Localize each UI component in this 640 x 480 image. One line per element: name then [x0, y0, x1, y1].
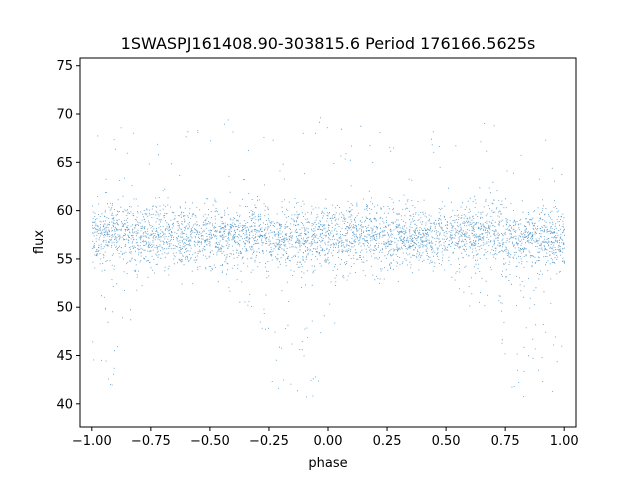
y-axis-ticks: 40 45 50 55 60 65 70 75 — [56, 59, 80, 412]
x-tick-label: 1.00 — [550, 434, 579, 449]
data-points — [91, 117, 565, 398]
y-tick-label: 50 — [56, 301, 73, 316]
y-tick-label: 45 — [56, 349, 73, 364]
x-axis-label: phase — [308, 456, 347, 471]
y-tick-label: 60 — [56, 204, 73, 219]
y-tick-label: 75 — [56, 59, 73, 74]
x-tick-label: 0.50 — [432, 434, 461, 449]
x-tick-label: −0.75 — [131, 434, 171, 449]
y-axis-label: flux — [32, 230, 47, 254]
x-tick-label: 0.00 — [314, 434, 343, 449]
y-tick-label: 70 — [56, 108, 73, 123]
y-tick-label: 55 — [56, 252, 73, 267]
scatter-points — [91, 117, 565, 398]
x-axis-ticks: −1.00 −0.75 −0.50 −0.25 0.00 0.25 0.50 0.75 1.00 — [72, 427, 579, 449]
x-tick-label: 0.25 — [373, 434, 402, 449]
x-tick-label: 0.75 — [491, 434, 520, 449]
y-tick-label: 65 — [56, 156, 73, 171]
x-tick-label: −0.25 — [249, 434, 289, 449]
x-tick-label: −0.50 — [190, 434, 230, 449]
x-tick-label: −1.00 — [72, 434, 112, 449]
y-tick-label: 40 — [56, 397, 73, 412]
chart-title: 1SWASPJ161408.90-303815.6 Period 176166.… — [121, 34, 536, 53]
